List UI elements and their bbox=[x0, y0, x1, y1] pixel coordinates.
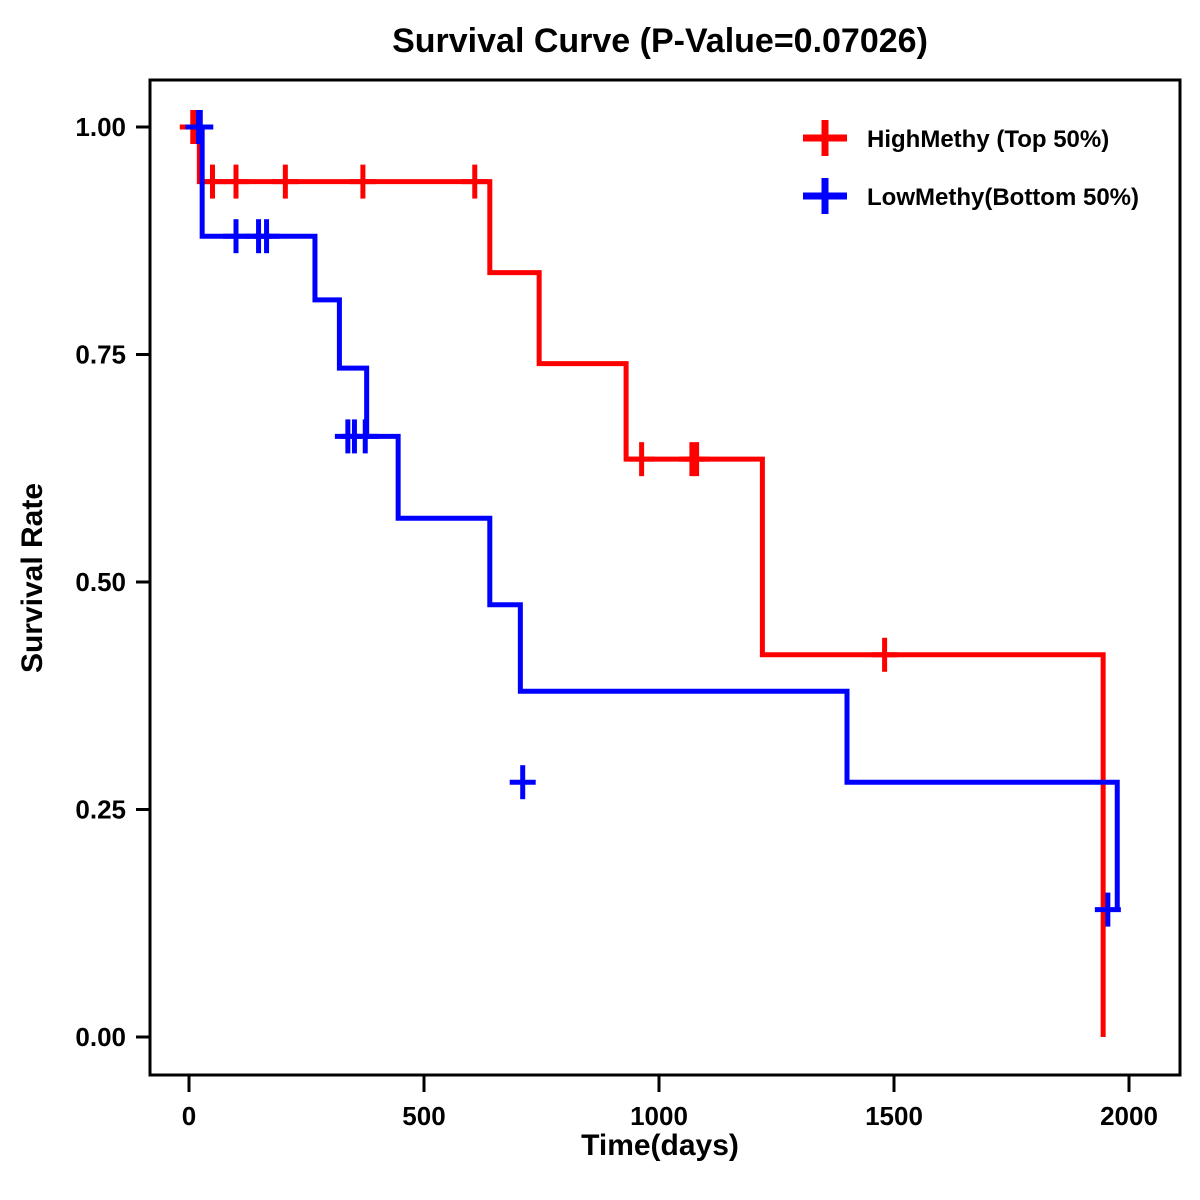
chart-legend: HighMethy (Top 50%) LowMethy(Bottom 50%) bbox=[803, 120, 1139, 214]
x-tick-label: 1500 bbox=[865, 1101, 923, 1131]
y-tick-label: 0.50 bbox=[75, 567, 126, 597]
x-axis-title: Time(days) bbox=[581, 1129, 739, 1162]
x-tick-label: 1000 bbox=[630, 1101, 688, 1131]
y-tick-label: 0.25 bbox=[75, 795, 126, 825]
legend-item[interactable]: LowMethy(Bottom 50%) bbox=[803, 178, 1139, 214]
km-step-line bbox=[189, 124, 1106, 1037]
x-tick-label: 500 bbox=[402, 1101, 445, 1131]
y-axis-ticks: 0.00 0.25 0.50 0.75 1.00 bbox=[75, 112, 150, 1052]
censor-marks bbox=[185, 110, 1121, 927]
legend-item[interactable]: HighMethy (Top 50%) bbox=[803, 120, 1109, 156]
chart-title: Survival Curve (P-Value=0.07026) bbox=[392, 22, 928, 60]
km-series-low-methy bbox=[185, 110, 1121, 927]
x-tick-label: 2000 bbox=[1100, 1101, 1158, 1131]
y-tick-label: 0.75 bbox=[75, 340, 126, 370]
legend-label: LowMethy(Bottom 50%) bbox=[867, 184, 1139, 211]
plot-panel-border bbox=[148, 78, 1182, 1077]
y-tick-label: 0.00 bbox=[75, 1022, 126, 1052]
x-axis-ticks: 0 500 1000 1500 2000 bbox=[182, 1075, 1158, 1131]
legend-label: HighMethy (Top 50%) bbox=[867, 126, 1109, 153]
x-tick-label: 0 bbox=[182, 1101, 196, 1131]
km-step-line bbox=[189, 124, 1120, 910]
y-axis-title: Survival Rate bbox=[16, 483, 49, 673]
series-layer bbox=[179, 110, 1121, 1037]
y-tick-label: 1.00 bbox=[75, 112, 126, 142]
